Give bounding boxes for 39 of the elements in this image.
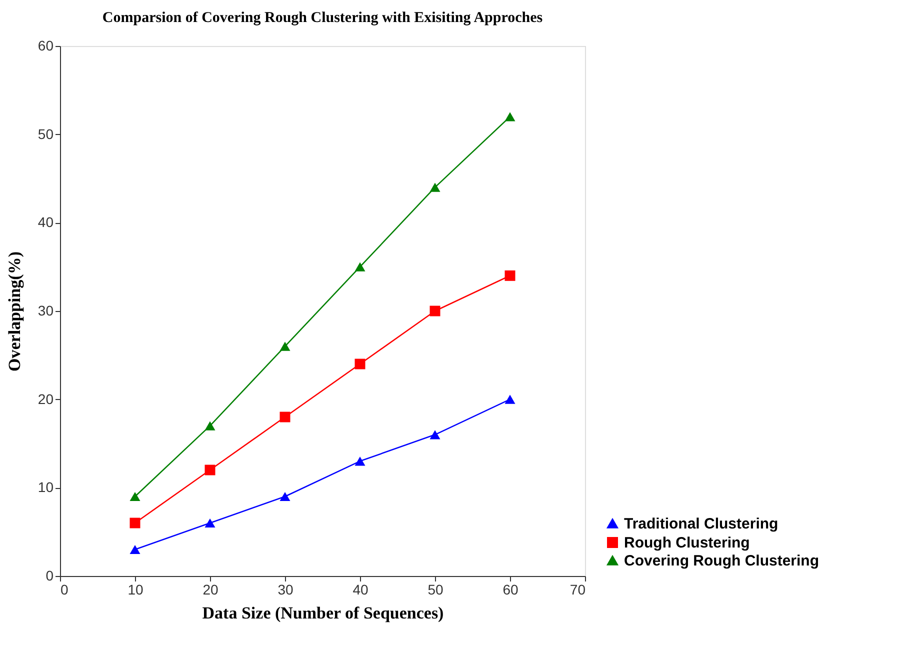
legend-label: Covering Rough Clustering <box>624 552 819 570</box>
y-tick-label: 0 <box>46 568 54 584</box>
point <box>280 412 290 422</box>
legend-label: Traditional Clustering <box>624 516 778 532</box>
x-tick-label: 70 <box>570 582 586 598</box>
point <box>130 492 140 502</box>
point <box>430 306 440 316</box>
point <box>504 112 516 122</box>
point <box>280 492 290 502</box>
x-axis-title: Data Size (Number of Sequences) <box>202 604 444 622</box>
point <box>354 456 366 466</box>
point <box>204 518 216 528</box>
point <box>354 262 366 272</box>
point <box>430 430 440 440</box>
y-tick-label: 20 <box>38 390 54 407</box>
point <box>280 342 290 351</box>
point <box>354 358 366 370</box>
x-tick-label: 30 <box>278 582 294 598</box>
point <box>130 544 140 554</box>
y-tick-label: 60 <box>38 38 54 54</box>
y-tick-label: 30 <box>38 302 54 318</box>
x-tick-label: 0 <box>60 582 68 598</box>
point <box>130 518 140 528</box>
point <box>204 464 216 476</box>
x-tick-label: 40 <box>352 582 368 598</box>
y-tick-label: 10 <box>38 479 54 496</box>
x-tick-label: 10 <box>128 582 144 598</box>
x-tick-label: 20 <box>202 582 218 598</box>
point <box>504 270 516 281</box>
point <box>504 394 516 404</box>
point <box>430 182 440 192</box>
y-tick-label: 40 <box>38 214 54 230</box>
chart-title: Comparsion of Covering Rough Clustering with Exisiting Approches <box>102 10 543 26</box>
x-tick-label: 60 <box>502 582 518 598</box>
y-axis-title: Overlapping(%) <box>4 252 24 372</box>
x-tick-label: 50 <box>428 582 444 598</box>
y-tick-label: 50 <box>38 126 54 142</box>
point <box>204 421 216 430</box>
legend-label: Rough Clustering <box>624 534 750 552</box>
